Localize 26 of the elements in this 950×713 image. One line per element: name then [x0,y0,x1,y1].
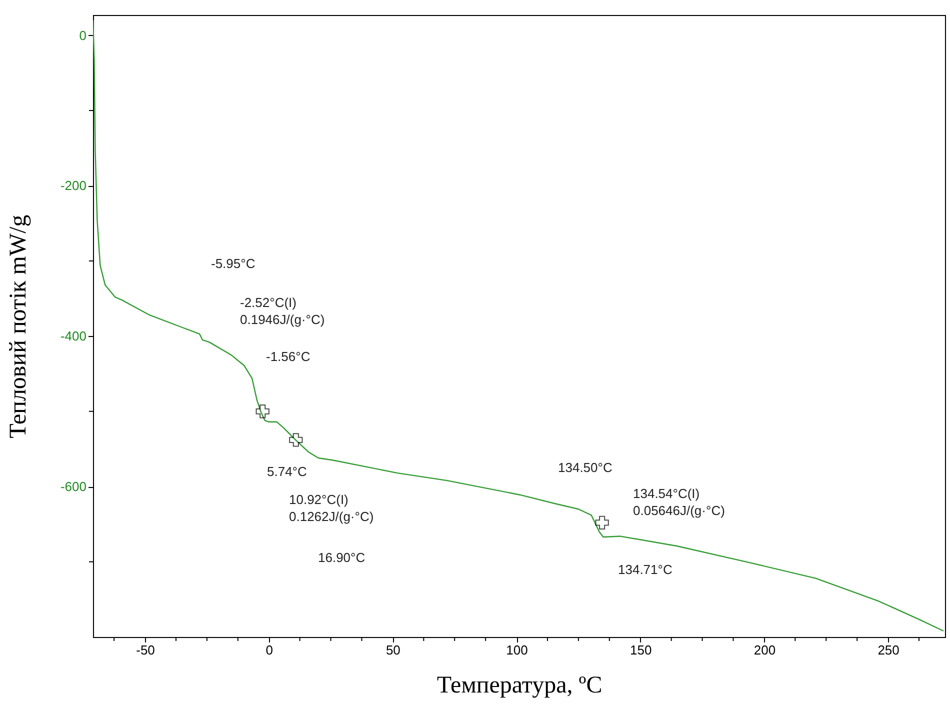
annotation: 134.71°C [618,562,672,577]
y-tick-label: 0 [79,28,86,43]
y-tick-label: -200 [60,178,86,194]
x-tick-label: 50 [386,642,400,658]
line-series [93,20,944,632]
point [595,516,609,530]
point [256,404,270,418]
y-tick-label: -600 [60,479,86,494]
x-tick-label: -50 [136,642,155,658]
annotation: -2.52°C(I) 0.1946J/(g·°C) [240,295,325,327]
x-axis-title: Температура, ºC [436,672,602,698]
x-tick-label: 250 [878,642,900,658]
x-tick-label: 100 [506,642,528,658]
annotation: 16.90°C [318,550,366,565]
point [289,433,303,447]
annotation: -5.95°C [211,256,256,271]
annotation: 134.54°C(I) 0.05646J/(g·°C) [633,486,725,518]
annotation: -1.56°C [266,349,310,364]
y-axis-title: Тепловий потік mW/g [5,214,32,438]
annotation: 10.92°C(I) 0.1262J/(g·°C) [289,492,374,524]
y-tick-label: -400 [60,328,86,344]
annotation: 5.74°C [267,464,307,479]
x-tick-label: 0 [266,642,273,658]
x-tick-label: 150 [630,642,652,658]
annotation: 134.50°C [558,460,612,475]
x-tick-label: 200 [754,642,776,658]
